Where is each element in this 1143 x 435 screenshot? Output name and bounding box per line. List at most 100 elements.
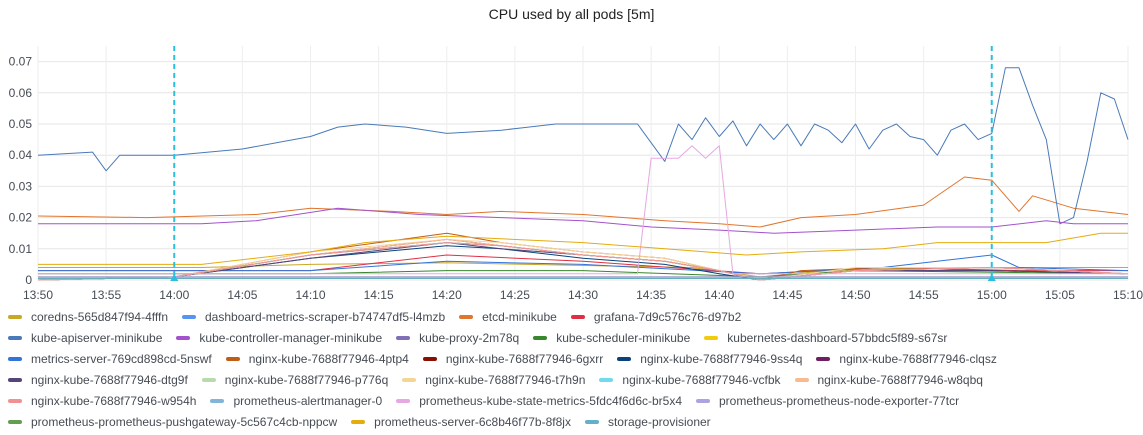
x-tick-label: 13:50: [23, 288, 53, 300]
legend-item[interactable]: storage-provisioner: [584, 415, 711, 429]
legend-item[interactable]: etcd-minikube: [459, 310, 557, 324]
legend-swatch-icon: [617, 356, 632, 361]
legend-label: kube-proxy-2m78q: [419, 330, 520, 345]
legend-item[interactable]: kubernetes-dashboard-57bbdc5f89-s67sr: [704, 331, 947, 345]
chart-title: CPU used by all pods [5m]: [488, 6, 655, 22]
x-tick-label: 14:55: [909, 288, 939, 300]
annotation-marker-icon[interactable]: [170, 274, 179, 281]
legend-label: nginx-kube-7688f77946-4ptp4: [248, 351, 409, 366]
series-line-16[interactable]: [37, 238, 1129, 281]
x-tick-label: 14:30: [568, 288, 598, 300]
legend-swatch-icon: [459, 314, 474, 319]
legend-item[interactable]: prometheus-prometheus-pushgateway-5c567c…: [8, 415, 337, 429]
x-tick-label: 13:55: [91, 288, 121, 300]
legend-item[interactable]: coredns-565d847f94-4fffn: [8, 310, 168, 324]
y-tick-label: 0.02: [9, 211, 33, 225]
legend-swatch-icon: [8, 419, 22, 424]
legend-row: nginx-kube-7688f77946-w954h prometheus-al…: [8, 390, 1138, 411]
legend-swatch-icon: [225, 356, 240, 361]
legend-row: coredns-565d847f94-4fffn dashboard-metric…: [8, 306, 1138, 327]
legend-label: kube-apiserver-minikube: [31, 330, 163, 345]
legend-item[interactable]: nginx-kube-7688f77946-w954h: [8, 394, 196, 408]
legend-item[interactable]: nginx-kube-7688f77946-vcfbk: [599, 372, 781, 387]
legend-swatch-icon: [570, 314, 585, 319]
x-tick-label: 14:15: [364, 288, 394, 300]
legend-item[interactable]: prometheus-alertmanager-0: [210, 394, 382, 408]
legend-label: nginx-kube-7688f77946-9ss4q: [640, 351, 803, 366]
legend-label: prometheus-alertmanager-0: [233, 393, 383, 408]
legend-swatch-icon: [8, 314, 22, 319]
legend-swatch-icon: [8, 356, 22, 361]
legend-label: nginx-kube-7688f77946-w8qbq: [817, 372, 983, 387]
legend-item[interactable]: metrics-server-769cd898cd-5nswf: [8, 352, 212, 366]
series-line-5[interactable]: [38, 207, 1128, 234]
legend-label: kubernetes-dashboard-57bbdc5f89-s67sr: [727, 330, 948, 345]
legend-swatch-icon: [396, 335, 411, 340]
legend-label: nginx-kube-7688f77946-p776q: [224, 372, 389, 387]
legend-label: nginx-kube-7688f77946-vcfbk: [622, 372, 781, 387]
series-line-3[interactable]: [38, 254, 1128, 275]
legend-label: prometheus-server-6c8b46f77b-8f8jx: [374, 414, 571, 429]
x-tick-label: 15:00: [977, 288, 1007, 300]
legend-label: nginx-kube-7688f77946-clqsz: [839, 351, 997, 366]
legend-item[interactable]: prometheus-kube-state-metrics-5fdc4f6d6c…: [396, 394, 682, 408]
series-line-21[interactable]: [38, 145, 1128, 275]
legend-item[interactable]: nginx-kube-7688f77946-w8qbq: [794, 372, 983, 387]
legend-label: kube-scheduler-minikube: [556, 330, 691, 345]
legend-item[interactable]: nginx-kube-7688f77946-p776q: [201, 372, 389, 387]
legend-item[interactable]: kube-apiserver-minikube: [8, 331, 162, 345]
legend-swatch-icon: [584, 419, 599, 424]
legend-item[interactable]: nginx-kube-7688f77946-4ptp4: [225, 351, 409, 366]
legend-item[interactable]: nginx-kube-7688f77946-6gxrr: [422, 351, 604, 366]
y-tick-label: 0: [25, 273, 32, 287]
legend-swatch-icon: [599, 377, 614, 382]
legend-swatch-icon: [210, 398, 225, 403]
legend-item[interactable]: nginx-kube-7688f77946-clqsz: [816, 351, 997, 366]
legend-item[interactable]: nginx-kube-7688f77946-9ss4q: [617, 352, 802, 366]
legend-label: nginx-kube-7688f77946-6gxrr: [445, 351, 604, 366]
series-line-4[interactable]: [37, 67, 1129, 225]
chart-plot-area[interactable]: 0 0.01 0.02 0.03 0.04 0.05 0.06 0.07 13:50 13:55 1…: [0, 0, 1143, 300]
x-tick-label: 14:00: [159, 288, 189, 300]
legend-row: kube-apiserver-minikube kube-controller-m…: [8, 327, 1138, 348]
y-tick-label: 0.06: [9, 86, 33, 100]
legend-label: prometheus-prometheus-pushgateway-5c567c…: [31, 414, 338, 429]
legend-label: nginx-kube-7688f77946-dtg9f: [31, 372, 188, 387]
series-line-19[interactable]: [37, 242, 1129, 281]
legend-item[interactable]: prometheus-prometheus-node-exporter-77tc…: [696, 394, 959, 408]
y-tick-label: 0.03: [9, 179, 33, 193]
legend-row: nginx-kube-7688f77946-dtg9f nginx-kube-76…: [8, 369, 1138, 390]
legend-swatch-icon: [8, 398, 22, 403]
series-line-24[interactable]: [38, 232, 1128, 265]
legend-swatch-icon: [8, 377, 22, 382]
legend-item[interactable]: nginx-kube-7688f77946-dtg9f: [8, 373, 188, 387]
legend-swatch-icon: [176, 335, 191, 340]
legend-item[interactable]: dashboard-metrics-scraper-b74747df5-l4mz…: [182, 310, 445, 324]
x-tick-label: 15:05: [1045, 288, 1075, 300]
legend-item[interactable]: prometheus-server-6c8b46f77b-8f8jx: [351, 415, 571, 429]
legend-label: prometheus-kube-state-metrics-5fdc4f6d6c…: [419, 393, 682, 408]
legend-item[interactable]: kube-scheduler-minikube: [533, 331, 690, 345]
legend-swatch-icon: [182, 314, 196, 319]
legend-item[interactable]: grafana-7d9c576c76-d97b2: [570, 309, 742, 324]
legend-label: grafana-7d9c576c76-d97b2: [593, 309, 742, 324]
x-tick-label: 14:20: [432, 288, 462, 300]
x-tick-label: 14:50: [840, 288, 870, 300]
x-tick-label: 14:05: [227, 288, 257, 300]
legend-swatch-icon: [794, 377, 809, 382]
legend-swatch-icon: [201, 377, 216, 382]
chart-legend: coredns-565d847f94-4fffn dashboard-metric…: [8, 306, 1138, 432]
legend-label: kube-controller-manager-minikube: [199, 330, 383, 345]
series-line-2[interactable]: [37, 176, 1129, 228]
annotation-marker-icon[interactable]: [987, 274, 996, 281]
legend-item[interactable]: nginx-kube-7688f77946-t7h9n: [402, 373, 585, 387]
legend-item[interactable]: kube-proxy-2m78q: [396, 331, 519, 345]
legend-label: metrics-server-769cd898cd-5nswf: [31, 351, 212, 366]
legend-row: metrics-server-769cd898cd-5nswf nginx-kub…: [8, 348, 1138, 369]
y-tick-label: 0.05: [9, 117, 33, 131]
legend-item[interactable]: kube-controller-manager-minikube: [176, 331, 382, 345]
x-tick-label: 15:10: [1113, 288, 1143, 300]
legend-swatch-icon: [422, 356, 437, 361]
legend-swatch-icon: [402, 377, 417, 382]
